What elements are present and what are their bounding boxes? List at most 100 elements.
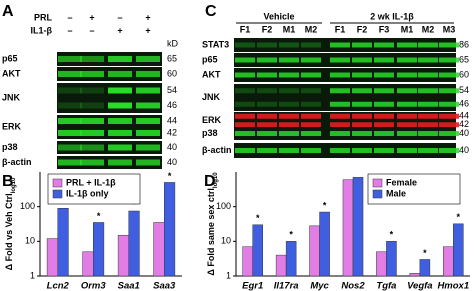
row-label: AKT [202,69,221,79]
blot-band [257,148,277,153]
kd-label: 65 [459,54,469,64]
y-tick-label: 1 [226,270,231,280]
blot-band [418,72,438,78]
treatment-sign: + [145,12,150,22]
blot-band [374,148,394,153]
kd-label: 54 [459,85,469,95]
blot-band [418,88,438,94]
blot-band [397,131,417,136]
blot-band [439,122,459,128]
blot-band [397,57,417,63]
legend-swatch [372,178,383,188]
treatment-sign: – [67,12,72,22]
significance-marker: * [390,230,394,240]
blot-band [397,42,417,48]
bar [342,179,354,277]
blot-band [397,88,417,94]
blot-band [279,72,299,78]
treatment-sign: + [117,25,122,35]
row-label: JNK [2,92,21,102]
legend-swatch [52,178,63,188]
x-tick-label: Myc [310,281,329,291]
blot-band [235,88,255,94]
legend-label: PRL + IL-1β [66,177,116,187]
x-tick-label: Tgfa [376,281,396,291]
blot-band [108,102,132,109]
blot-band [58,159,82,166]
y-tick-label: 10 [221,236,231,246]
blot-band [279,88,299,94]
blot-band [301,148,321,153]
blot-band [418,113,438,119]
blot-band [301,42,321,48]
blot-band [80,102,104,109]
blot-band [136,71,160,77]
blot-band [58,144,82,151]
x-tick-label: Egr1 [242,281,263,291]
blot-band [108,130,132,136]
blot-band [301,131,321,136]
blot-band [235,101,255,107]
blot-band [136,87,160,94]
treatment-sign: + [145,25,150,35]
x-tick-label: Lcn2 [47,281,70,291]
blot-band [257,131,277,136]
blot-band [397,72,417,78]
kd-label: 40 [167,157,177,167]
significance-marker: * [457,212,461,222]
group-label: Vehicle [263,11,294,21]
panel-label: B [2,173,14,190]
row-label: ERK [202,115,222,125]
blot-band [301,72,321,78]
blot-band [397,113,417,119]
blot-band [330,148,350,153]
lane-label: F2 [262,24,273,34]
lane-label: F3 [379,24,390,34]
blot-band [108,159,132,166]
bar [153,222,165,277]
y-tick-label: 100 [20,201,35,211]
blot-band [235,131,255,136]
blot-band [80,159,104,166]
bar [419,259,431,277]
kd-label: 44 [459,111,469,121]
blot-band [301,122,321,128]
legend-swatch [52,189,63,199]
bar [319,211,330,277]
kd-label: 54 [167,85,177,95]
blot-band [279,113,299,119]
kd-label: 86 [459,39,469,49]
blot-band [108,71,132,77]
kd-label: 40 [167,142,177,152]
treatment-sign: – [89,25,94,35]
significance-marker: * [132,199,136,209]
treatment-sign: – [117,12,122,22]
blot-band [418,131,438,136]
blot-band [330,113,350,119]
x-tick-label: Saa1 [118,281,140,291]
legend-label: Male [386,188,406,198]
row-label: JNK [202,92,221,102]
kd-label: 42 [459,119,469,129]
blot-band [58,102,82,109]
blot-band [279,122,299,128]
blot-band [439,72,459,78]
blot-band [418,122,438,128]
row-label: AKT [2,68,21,78]
y-axis-label-sub: log10 [11,177,17,193]
y-axis-label-sub: log10 [213,172,219,188]
blot-band [330,72,350,78]
lane-label: F2 [357,24,368,34]
blot-band [301,113,321,119]
blot-band [439,148,459,153]
blot-band [374,57,394,63]
panel-label: C [205,3,217,20]
legend-box [367,173,461,205]
blot-band [330,88,350,94]
bar [164,182,176,277]
blot-band [352,88,372,94]
row-label: STAT3 [202,39,229,49]
blot-band [279,57,299,63]
blot-band [108,144,132,151]
